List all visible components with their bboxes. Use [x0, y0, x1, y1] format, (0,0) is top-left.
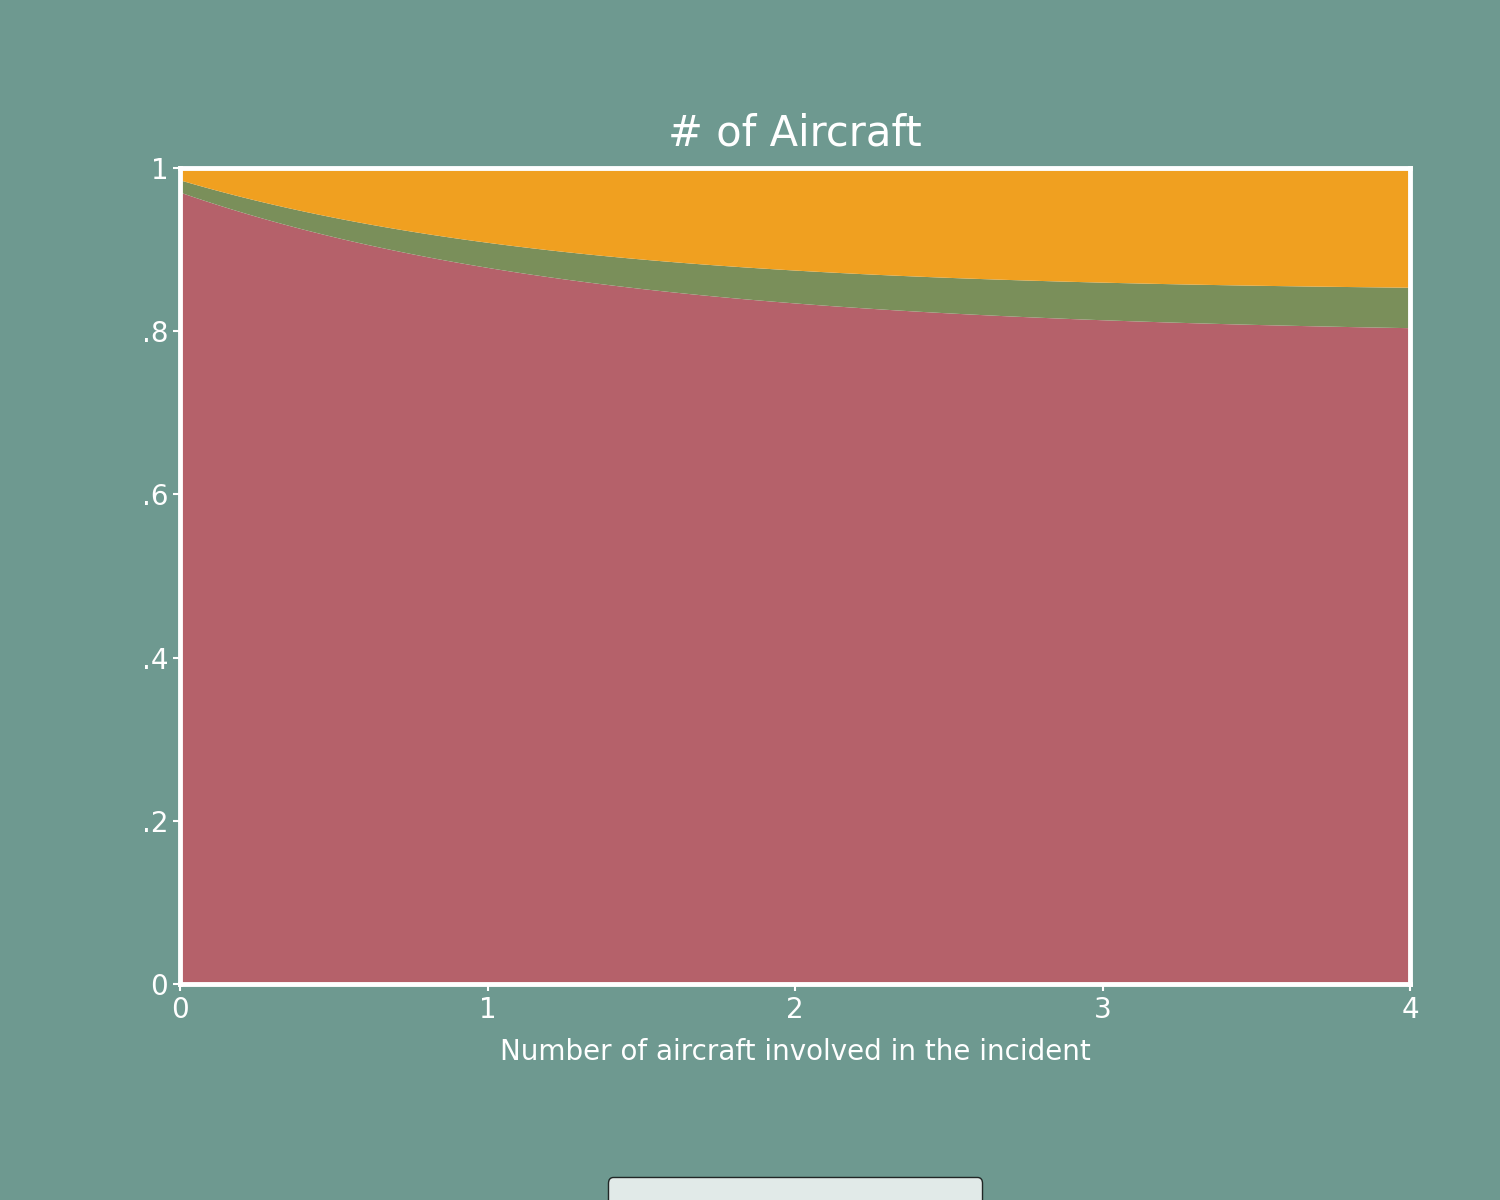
Title: # of Aircraft: # of Aircraft — [668, 113, 922, 155]
Legend: C, B, A: C, B, A — [608, 1177, 982, 1200]
X-axis label: Number of aircraft involved in the incident: Number of aircraft involved in the incid… — [500, 1038, 1090, 1066]
